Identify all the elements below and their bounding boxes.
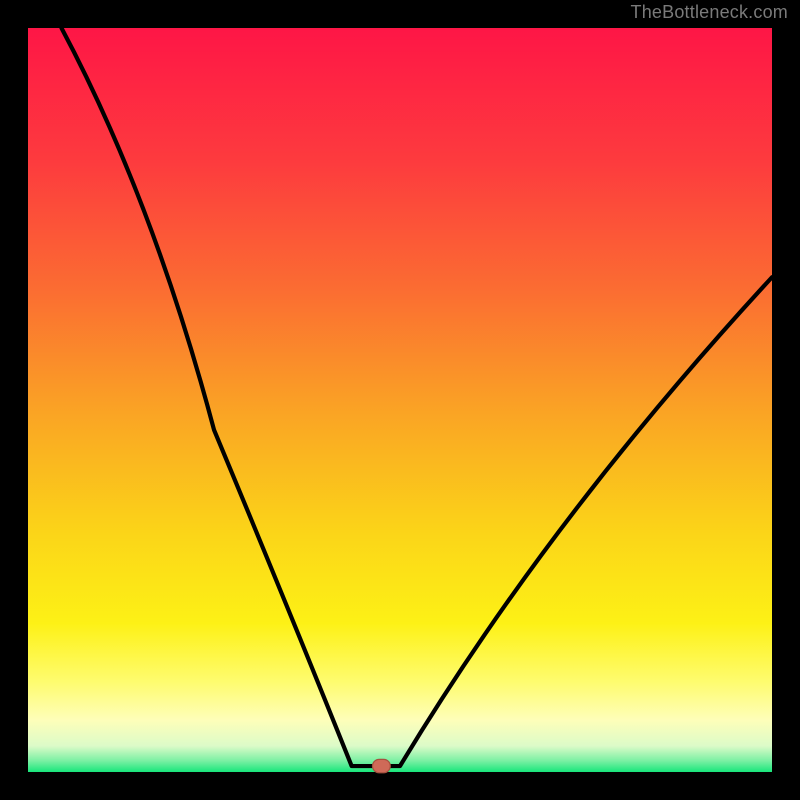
chart-stage: TheBottleneck.com bbox=[0, 0, 800, 800]
gradient-background bbox=[28, 28, 772, 772]
watermark-text: TheBottleneck.com bbox=[631, 2, 788, 23]
optimal-point-marker bbox=[372, 759, 390, 772]
bottleneck-chart bbox=[0, 0, 800, 800]
